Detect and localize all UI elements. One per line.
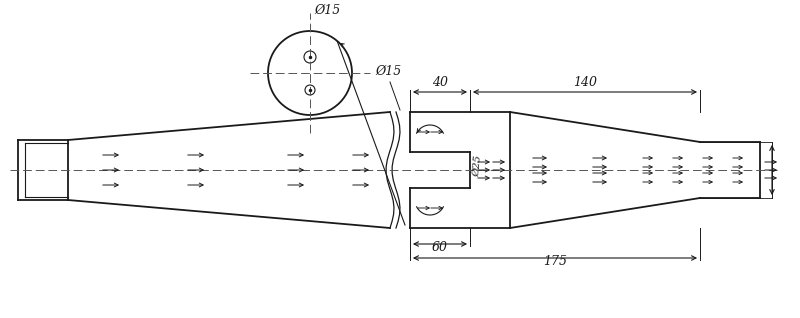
Text: 140: 140 xyxy=(573,76,597,89)
Text: Ø15: Ø15 xyxy=(375,65,401,78)
Text: 175: 175 xyxy=(543,255,567,268)
Text: 40: 40 xyxy=(432,76,448,89)
Text: Ø15: Ø15 xyxy=(314,4,341,17)
Text: Ø25: Ø25 xyxy=(472,155,483,177)
Text: 60: 60 xyxy=(432,241,448,254)
